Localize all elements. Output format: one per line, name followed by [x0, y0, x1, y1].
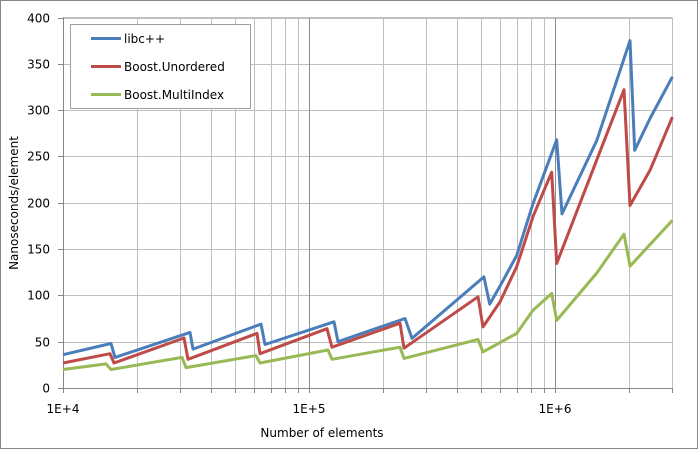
legend-label: libc++ — [124, 32, 165, 46]
y-tick-label: 50 — [35, 336, 50, 350]
y-tick-label: 200 — [27, 197, 50, 211]
x-axis-label: Number of elements — [260, 426, 383, 440]
x-tick-label: 1E+4 — [47, 402, 80, 416]
y-tick-label: 150 — [27, 243, 50, 257]
series-lines — [62, 39, 674, 371]
y-tick-label: 250 — [27, 150, 50, 164]
legend-label: Boost.MultiIndex — [124, 88, 224, 102]
legend: libc++ Boost.Unordered Boost.MultiIndex — [70, 24, 251, 109]
x-tick-label: 1E+6 — [539, 402, 572, 416]
legend-label: Boost.Unordered — [124, 60, 225, 74]
axes: 0 50 100 150 200 250 300 350 400 1E+4 1E+5 1E+6 — [27, 12, 673, 416]
series-line-boost-multiindex — [62, 219, 674, 371]
y-tick-label: 350 — [27, 58, 50, 72]
y-tick-label: 300 — [27, 104, 50, 118]
x-tick-label: 1E+5 — [293, 402, 326, 416]
y-tick-label: 0 — [42, 382, 50, 396]
series-line-boost-unordered — [62, 88, 674, 365]
y-tick-label: 400 — [27, 12, 50, 26]
y-axis-label: Nanoseconds/element — [7, 136, 21, 270]
y-tick-label: 100 — [27, 289, 50, 303]
series-line-libc- — [62, 39, 674, 359]
